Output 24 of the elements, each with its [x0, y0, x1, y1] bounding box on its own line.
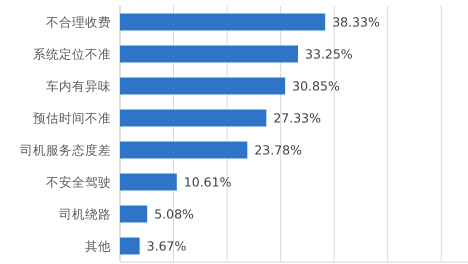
data-label: 10.61% — [184, 174, 232, 190]
data-label: 38.33% — [332, 14, 380, 30]
bar — [120, 142, 248, 158]
y-tick-label: 车内有异味 — [46, 78, 111, 94]
bar — [120, 110, 266, 126]
y-tick-label: 系统定位不准 — [33, 46, 111, 62]
y-tick-label: 不安全驾驶 — [46, 174, 111, 190]
bar — [120, 174, 177, 190]
data-label: 23.78% — [254, 142, 302, 158]
bar — [120, 78, 286, 94]
bar — [120, 206, 148, 222]
bar — [120, 238, 140, 254]
y-tick-label: 司机服务态度差 — [20, 142, 111, 158]
data-label: 5.08% — [154, 206, 194, 222]
data-label: 3.67% — [146, 238, 186, 254]
data-label: 33.25% — [305, 46, 353, 62]
data-label: 30.85% — [292, 78, 340, 94]
data-label: 27.33% — [273, 110, 322, 126]
y-tick-label: 其他 — [85, 238, 111, 254]
bar — [120, 46, 298, 62]
bar — [120, 14, 326, 30]
y-tick-label: 不合理收费 — [46, 14, 111, 30]
y-tick-label: 司机绕路 — [59, 206, 111, 222]
y-tick-label: 预估时间不准 — [33, 110, 111, 126]
